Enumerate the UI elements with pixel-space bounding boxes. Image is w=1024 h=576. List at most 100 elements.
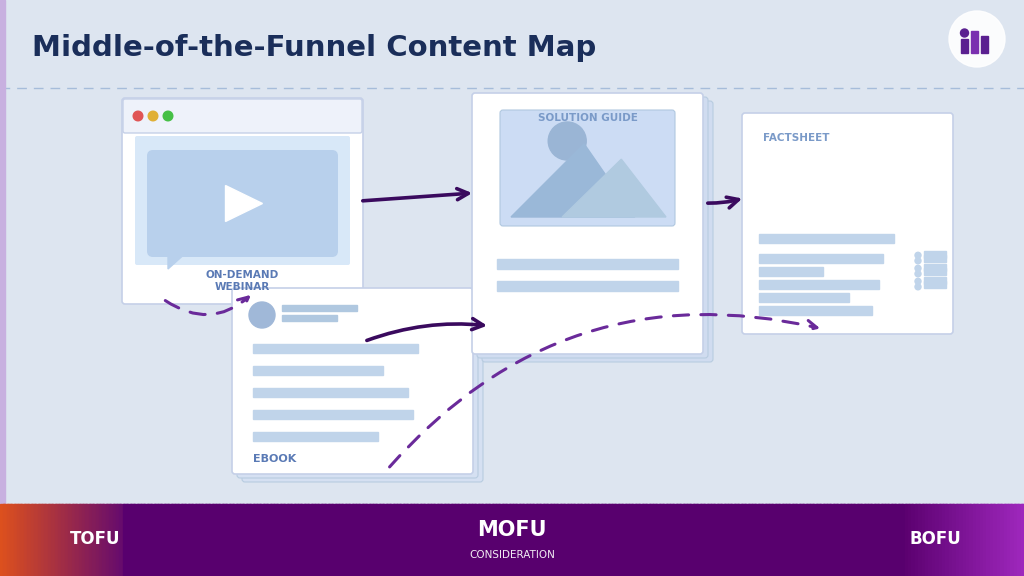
Bar <box>924 268 946 275</box>
Bar <box>389 504 394 576</box>
Bar <box>369 504 374 576</box>
Bar <box>75 504 81 576</box>
Bar <box>737 504 742 576</box>
Bar <box>10 504 15 576</box>
Bar <box>212 504 217 576</box>
Bar <box>31 504 36 576</box>
Bar <box>171 504 176 576</box>
Bar <box>143 504 148 576</box>
Bar <box>525 504 531 576</box>
Bar <box>966 504 972 576</box>
Bar <box>781 504 787 576</box>
Bar <box>184 504 189 576</box>
Bar <box>850 504 855 576</box>
Bar <box>471 504 476 576</box>
Bar <box>959 504 965 576</box>
Polygon shape <box>511 144 635 217</box>
Bar <box>788 504 794 576</box>
Bar <box>130 504 135 576</box>
Bar <box>759 267 822 276</box>
Bar <box>924 277 946 284</box>
Bar <box>522 504 527 576</box>
Bar <box>348 504 353 576</box>
Bar <box>792 504 798 576</box>
Bar <box>648 504 654 576</box>
Text: MOFU: MOFU <box>477 520 547 540</box>
Bar <box>447 504 453 576</box>
Circle shape <box>915 271 921 277</box>
Bar <box>970 504 975 576</box>
Circle shape <box>548 122 586 160</box>
Bar <box>497 259 678 269</box>
Bar <box>461 504 466 576</box>
Bar <box>458 504 463 576</box>
Bar <box>246 504 251 576</box>
Bar <box>222 504 227 576</box>
Bar <box>133 504 138 576</box>
Bar <box>437 504 442 576</box>
Bar <box>41 504 46 576</box>
Bar <box>922 504 927 576</box>
Bar <box>802 504 808 576</box>
Bar <box>924 251 946 258</box>
Bar <box>0 0 4 504</box>
Bar <box>720 504 726 576</box>
Bar <box>1004 504 1009 576</box>
Bar <box>410 504 415 576</box>
Bar <box>911 504 916 576</box>
Bar <box>509 504 514 576</box>
FancyBboxPatch shape <box>477 97 708 358</box>
FancyBboxPatch shape <box>135 136 350 265</box>
Bar <box>174 504 179 576</box>
Bar <box>208 504 214 576</box>
Bar <box>177 504 183 576</box>
Bar <box>652 504 657 576</box>
Bar <box>986 504 992 576</box>
Circle shape <box>249 302 275 328</box>
Bar <box>587 504 593 576</box>
Bar <box>154 504 159 576</box>
Bar <box>976 504 982 576</box>
Bar <box>253 410 413 419</box>
Bar <box>939 504 944 576</box>
Bar <box>714 504 719 576</box>
Bar <box>195 504 200 576</box>
Bar <box>407 504 412 576</box>
Bar <box>140 504 145 576</box>
Bar <box>744 504 750 576</box>
Bar <box>379 504 384 576</box>
Bar <box>908 504 913 576</box>
Bar <box>92 504 97 576</box>
Bar <box>17 504 23 576</box>
Bar <box>870 504 876 576</box>
Bar <box>3 504 9 576</box>
Text: BOFU: BOFU <box>909 530 961 548</box>
Bar <box>696 504 701 576</box>
Bar <box>282 315 337 321</box>
Bar <box>577 504 583 576</box>
Bar <box>740 504 746 576</box>
Bar <box>935 504 941 576</box>
Bar <box>796 504 801 576</box>
Text: Middle-of-the-Funnel Content Map: Middle-of-the-Funnel Content Map <box>32 34 596 62</box>
Bar <box>325 504 330 576</box>
Bar <box>819 504 824 576</box>
Bar <box>601 504 606 576</box>
Bar <box>771 504 777 576</box>
Bar <box>724 504 729 576</box>
Bar <box>355 504 360 576</box>
Bar <box>748 504 753 576</box>
Bar <box>546 504 552 576</box>
Bar <box>20 504 26 576</box>
Bar <box>929 504 934 576</box>
Bar <box>759 234 894 243</box>
Circle shape <box>961 29 969 37</box>
Bar <box>638 504 644 576</box>
Circle shape <box>148 111 158 121</box>
Bar <box>266 504 271 576</box>
Bar <box>361 504 368 576</box>
Bar <box>625 504 630 576</box>
Bar <box>622 504 627 576</box>
Bar <box>898 504 903 576</box>
Bar <box>243 504 248 576</box>
